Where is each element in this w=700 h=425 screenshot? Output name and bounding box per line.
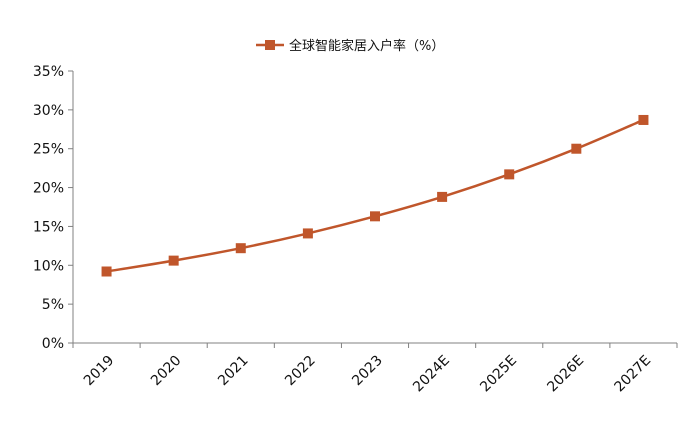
x-tick-label: 2023 — [349, 353, 386, 390]
legend-label: 全球智能家居入户率（%） — [289, 38, 444, 54]
x-tick-label: 2027E — [612, 353, 655, 396]
y-tick-label: 10% — [33, 258, 64, 274]
x-axis-ticks: 2019 2020 2021 2022 2023 2024E 2025E 2026E 2027E — [72, 343, 678, 396]
y-tick-label: 20% — [33, 181, 64, 197]
y-tick-label: 35% — [33, 64, 64, 80]
data-point-marker — [638, 114, 649, 125]
x-tick-label: 2022 — [282, 353, 319, 390]
data-point-marker — [235, 243, 246, 254]
data-point-marker — [168, 255, 179, 266]
y-axis-ticks: 0% 5% 10% 15% 20% 25% 30% 35% — [33, 64, 73, 352]
x-tick-label: 2020 — [148, 353, 185, 390]
data-point-marker — [370, 211, 380, 222]
axes — [72, 71, 677, 344]
data-point-marker — [437, 191, 448, 202]
series-line — [106, 118, 644, 273]
x-tick-label: 2026E — [544, 353, 587, 396]
series-layer — [101, 114, 649, 277]
data-point-marker — [571, 143, 582, 154]
x-tick-label: 2024E — [410, 353, 453, 396]
y-tick-label: 30% — [33, 103, 64, 119]
x-tick-label: 2019 — [81, 353, 118, 390]
y-tick-label: 25% — [33, 142, 64, 158]
data-point-marker — [302, 228, 313, 239]
legend-marker-swatch — [265, 40, 275, 50]
y-tick-label: 0% — [42, 336, 64, 352]
y-tick-label: 5% — [42, 297, 64, 313]
y-tick-label: 15% — [33, 219, 64, 235]
x-tick-label: 2025E — [477, 353, 520, 396]
data-point-marker — [504, 169, 515, 180]
data-point-marker — [101, 266, 112, 277]
legend: 全球智能家居入户率（%） — [256, 38, 444, 54]
x-tick-label: 2021 — [215, 353, 252, 390]
